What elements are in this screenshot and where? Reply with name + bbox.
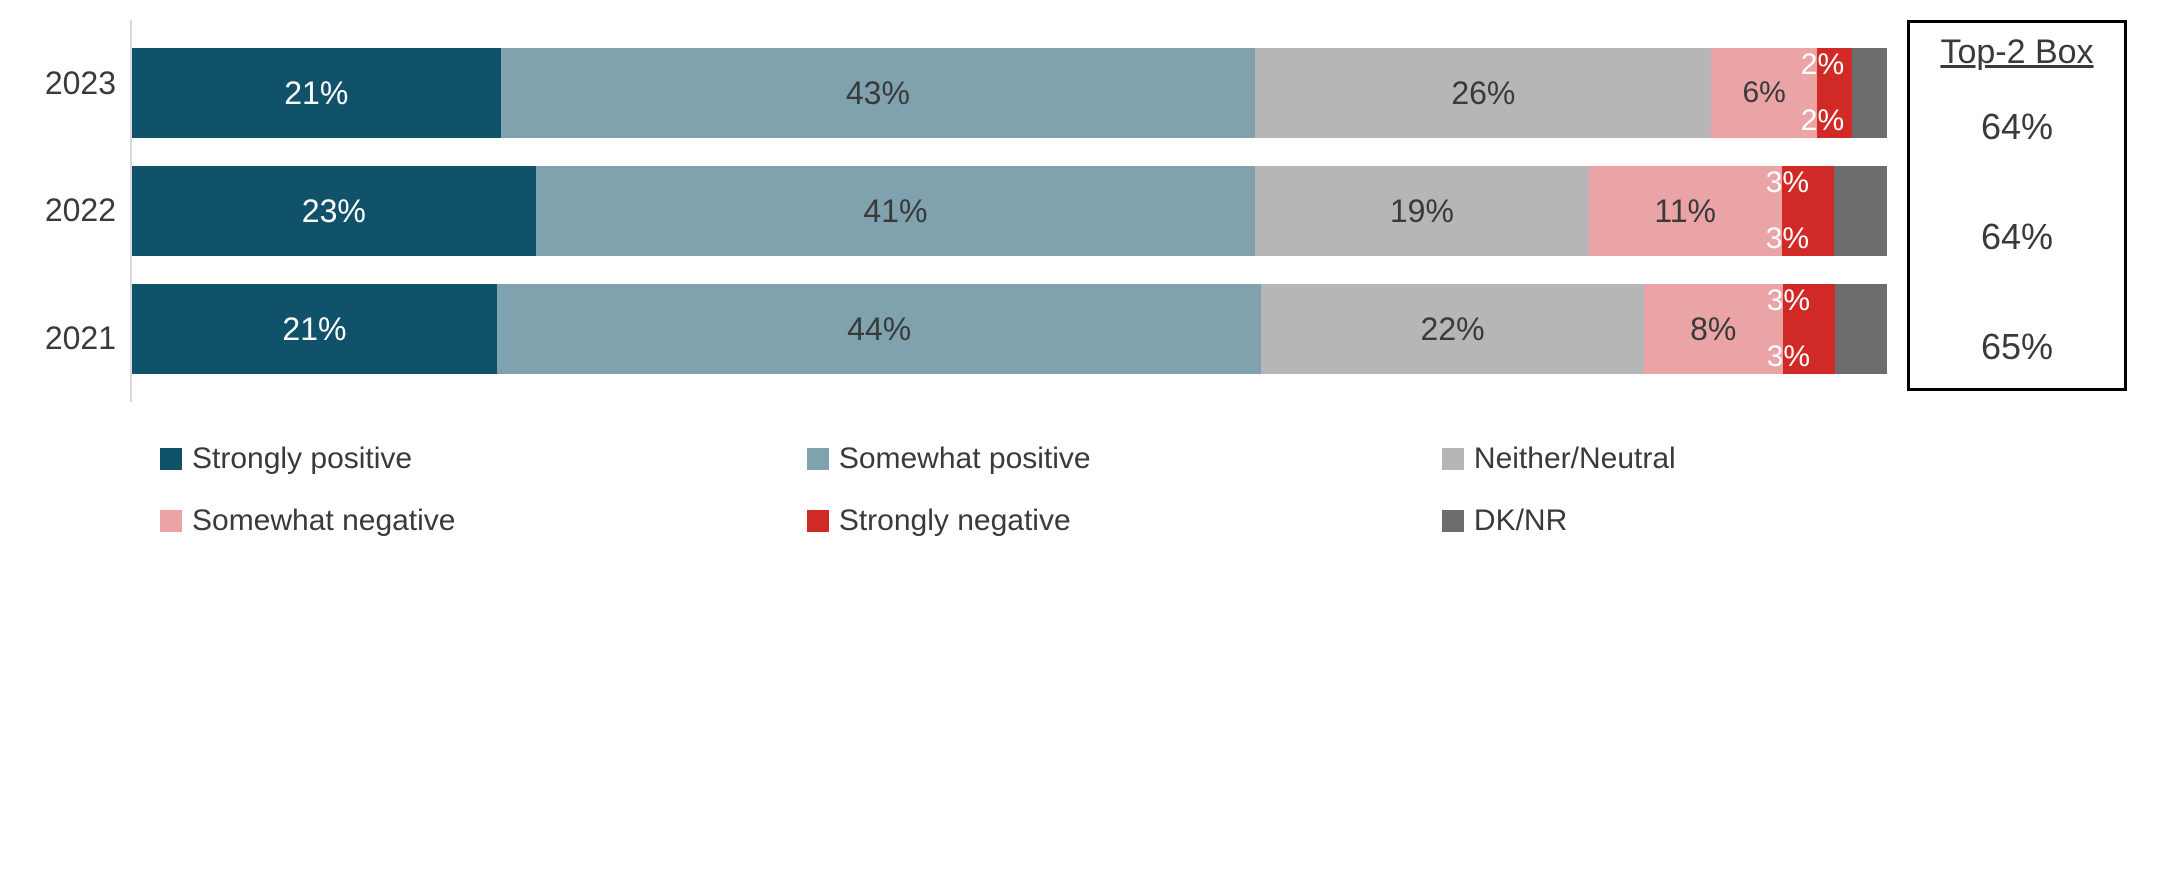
legend-swatch	[160, 448, 182, 470]
legend-label: Somewhat negative	[192, 504, 456, 538]
stacked-bar: 21%43%26%6%2%2%	[132, 48, 1887, 138]
bar-segment	[1782, 166, 1835, 256]
bar-segment: 26%	[1255, 48, 1711, 138]
legend-swatch	[807, 448, 829, 470]
chart-area: 2023 2022 2021 21%43%26%6%2%2% 23%41%19%1…	[40, 20, 1887, 538]
legend-label: Neither/Neutral	[1474, 442, 1676, 476]
top2-box-title: Top-2 Box	[1928, 33, 2106, 72]
legend-label: Strongly positive	[192, 442, 412, 476]
legend-item: DK/NR	[1442, 504, 1887, 538]
bar-segment: 21%	[132, 48, 501, 138]
bar-segment	[1783, 284, 1835, 374]
bar-segment: 44%	[497, 284, 1262, 374]
legend-swatch	[1442, 448, 1464, 470]
stacked-bar: 23%41%19%11%3%3%	[132, 166, 1887, 256]
y-axis-label: 2022	[40, 192, 130, 229]
legend-item: Neither/Neutral	[1442, 442, 1887, 476]
legend-label: Somewhat positive	[839, 442, 1091, 476]
y-axis-label: 2023	[40, 65, 130, 102]
bar-row: 23%41%19%11%3%3%	[132, 166, 1887, 256]
bar-segment: 6%	[1711, 48, 1816, 138]
y-axis-label: 2021	[40, 320, 130, 357]
bar-segment	[1852, 48, 1887, 138]
legend-swatch	[807, 510, 829, 532]
legend-label: DK/NR	[1474, 504, 1567, 538]
bar-segment	[1817, 48, 1852, 138]
legend-label: Strongly negative	[839, 504, 1071, 538]
bar-segment: 11%	[1589, 166, 1782, 256]
top2-value: 64%	[1928, 216, 2106, 258]
legend-item: Strongly negative	[807, 504, 1302, 538]
bar-segment: 23%	[132, 166, 536, 256]
bar-segment: 41%	[536, 166, 1256, 256]
legend-item: Somewhat positive	[807, 442, 1302, 476]
legend: Strongly positive Somewhat positive Neithe…	[160, 442, 1887, 538]
bar-row: 21%43%26%6%2%2%	[132, 48, 1887, 138]
legend-swatch	[160, 510, 182, 532]
bars-group: 21%43%26%6%2%2%23%41%19%11%3%3%21%44%22%…	[130, 20, 1887, 402]
top2-values: 64% 64% 65%	[1928, 106, 2106, 368]
stacked-bar: 21%44%22%8%3%3%	[132, 284, 1887, 374]
legend-item: Somewhat negative	[160, 504, 667, 538]
bar-row: 21%44%22%8%3%3%	[132, 284, 1887, 374]
bar-segment: 22%	[1261, 284, 1643, 374]
legend-swatch	[1442, 510, 1464, 532]
bar-segment: 19%	[1255, 166, 1588, 256]
top2-value: 64%	[1928, 106, 2106, 148]
bar-segment: 43%	[501, 48, 1256, 138]
top2-value: 65%	[1928, 326, 2106, 368]
legend-item: Strongly positive	[160, 442, 667, 476]
top2-box: Top-2 Box 64% 64% 65%	[1907, 20, 2127, 391]
bar-segment: 21%	[132, 284, 497, 374]
bar-segment	[1835, 284, 1887, 374]
bar-segment	[1834, 166, 1887, 256]
bar-segment: 8%	[1644, 284, 1783, 374]
chart-container: 2023 2022 2021 21%43%26%6%2%2% 23%41%19%1…	[40, 20, 2127, 538]
